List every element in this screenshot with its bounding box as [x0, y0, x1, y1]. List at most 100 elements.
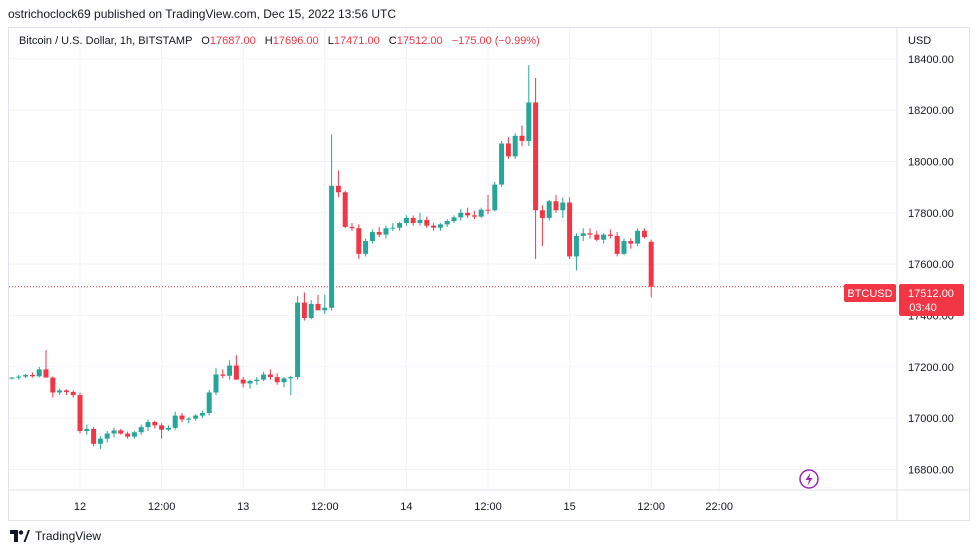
candle[interactable] — [376, 226, 382, 238]
candle[interactable] — [138, 424, 144, 435]
candle[interactable] — [444, 219, 450, 227]
currency-label[interactable]: USD — [908, 35, 932, 47]
candle[interactable] — [9, 377, 15, 380]
candle[interactable] — [335, 170, 341, 198]
candle[interactable] — [437, 223, 443, 231]
candle[interactable] — [165, 425, 171, 431]
candle[interactable] — [84, 424, 90, 435]
candle[interactable] — [471, 210, 477, 220]
candle[interactable] — [172, 411, 178, 430]
candle[interactable] — [199, 410, 205, 419]
candle[interactable] — [458, 208, 464, 221]
candle[interactable] — [220, 369, 226, 379]
candle[interactable] — [641, 228, 647, 239]
candle[interactable] — [533, 78, 539, 259]
candle[interactable] — [397, 221, 403, 231]
candle[interactable] — [594, 230, 600, 242]
candle[interactable] — [43, 350, 49, 378]
candle[interactable] — [628, 238, 634, 249]
candle[interactable] — [23, 373, 29, 379]
candle[interactable] — [206, 389, 212, 416]
candle[interactable] — [478, 207, 484, 218]
candle[interactable] — [70, 390, 76, 398]
candle[interactable] — [186, 416, 192, 424]
candle[interactable] — [553, 194, 559, 213]
candle[interactable] — [560, 197, 566, 218]
candle[interactable] — [179, 413, 185, 422]
candle[interactable] — [111, 427, 117, 438]
candle[interactable] — [213, 368, 219, 396]
candle[interactable] — [329, 134, 335, 311]
candle[interactable] — [233, 355, 239, 380]
candle[interactable] — [227, 360, 233, 380]
candle[interactable] — [240, 377, 246, 388]
candle[interactable] — [193, 414, 199, 421]
candle[interactable] — [410, 215, 416, 226]
candle[interactable] — [614, 232, 620, 257]
candle[interactable] — [261, 371, 267, 381]
candle[interactable] — [288, 375, 294, 396]
candle[interactable] — [526, 65, 532, 147]
candle[interactable] — [125, 431, 131, 439]
candle[interactable] — [50, 376, 56, 398]
candle[interactable] — [485, 194, 491, 215]
candle[interactable] — [36, 366, 42, 378]
candle[interactable] — [424, 216, 430, 229]
candle[interactable] — [512, 133, 518, 159]
candle[interactable] — [315, 294, 321, 311]
candle[interactable] — [91, 427, 97, 447]
candle[interactable] — [607, 229, 613, 239]
candle[interactable] — [247, 379, 253, 389]
candle[interactable] — [505, 137, 511, 159]
candle[interactable] — [369, 229, 375, 244]
candle[interactable] — [16, 375, 22, 380]
candle[interactable] — [29, 372, 35, 378]
candle[interactable] — [131, 430, 137, 439]
time-axis[interactable]: 12 12:00 13 12:00 14 12:00 15 12:00 22:00 — [74, 501, 733, 513]
candle[interactable] — [465, 207, 471, 218]
lightning-event-icon[interactable] — [799, 469, 819, 489]
candle[interactable] — [274, 373, 280, 385]
candle[interactable] — [57, 388, 63, 396]
candle[interactable] — [403, 215, 409, 226]
candle[interactable] — [431, 223, 437, 231]
candle[interactable] — [363, 238, 369, 257]
candle[interactable] — [281, 377, 287, 388]
candle[interactable] — [587, 228, 593, 239]
footer-brand[interactable]: TradingView — [10, 529, 101, 543]
candle[interactable] — [97, 436, 103, 449]
candle[interactable] — [648, 239, 654, 298]
candle[interactable] — [342, 190, 348, 229]
candle[interactable] — [383, 225, 389, 239]
candle[interactable] — [580, 228, 586, 242]
candle[interactable] — [635, 228, 641, 247]
candle[interactable] — [621, 238, 627, 256]
candle[interactable] — [417, 212, 423, 226]
candle[interactable] — [499, 140, 505, 188]
candle[interactable] — [322, 294, 328, 315]
candle[interactable] — [492, 182, 498, 212]
candle[interactable] — [267, 369, 273, 380]
price-axis[interactable]: 16800.0017000.0017200.0017400.0017600.00… — [908, 54, 954, 477]
candle[interactable] — [118, 428, 124, 435]
candle[interactable] — [601, 233, 607, 244]
candle[interactable] — [308, 300, 314, 320]
candle[interactable] — [77, 392, 83, 434]
candle[interactable] — [152, 420, 158, 429]
candle[interactable] — [451, 215, 457, 224]
candle[interactable] — [159, 423, 165, 439]
candle[interactable] — [567, 197, 573, 259]
candle[interactable] — [295, 296, 301, 380]
candle[interactable] — [254, 377, 260, 385]
candle[interactable] — [145, 419, 151, 431]
candle[interactable] — [301, 292, 307, 321]
candle[interactable] — [546, 199, 552, 221]
candle[interactable] — [63, 389, 69, 396]
candle[interactable] — [104, 430, 110, 443]
candle[interactable] — [573, 233, 579, 271]
candle[interactable] — [356, 224, 362, 259]
candle[interactable] — [349, 223, 355, 231]
candle[interactable] — [539, 205, 545, 247]
candle[interactable] — [519, 125, 525, 147]
